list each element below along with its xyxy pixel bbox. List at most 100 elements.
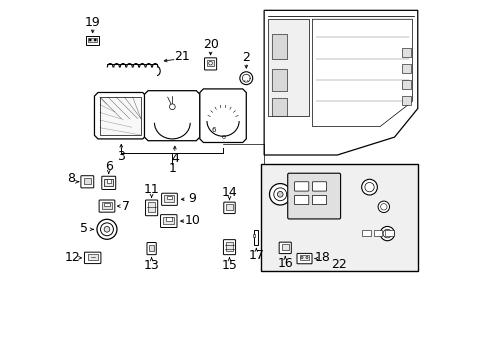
Circle shape bbox=[97, 219, 117, 239]
Bar bbox=[226, 204, 232, 210]
Bar bbox=[362, 230, 370, 236]
Circle shape bbox=[382, 229, 391, 238]
Polygon shape bbox=[100, 97, 141, 135]
FancyBboxPatch shape bbox=[102, 176, 116, 189]
FancyBboxPatch shape bbox=[204, 58, 216, 70]
Text: 0: 0 bbox=[221, 135, 224, 140]
Text: 6: 6 bbox=[211, 127, 216, 133]
Bar bbox=[104, 203, 109, 206]
FancyBboxPatch shape bbox=[312, 182, 326, 191]
Bar bbox=[106, 179, 111, 183]
Circle shape bbox=[89, 39, 91, 41]
Bar bbox=[254, 230, 258, 245]
Bar bbox=[272, 33, 286, 59]
FancyBboxPatch shape bbox=[162, 193, 177, 205]
Text: 1: 1 bbox=[168, 162, 176, 175]
FancyBboxPatch shape bbox=[279, 242, 291, 253]
FancyBboxPatch shape bbox=[160, 215, 177, 228]
Text: 7: 7 bbox=[122, 199, 130, 212]
Text: 14: 14 bbox=[221, 186, 237, 199]
Bar bbox=[272, 69, 286, 91]
Bar bbox=[401, 96, 410, 105]
Text: 10: 10 bbox=[184, 213, 200, 226]
Bar bbox=[163, 217, 174, 224]
Circle shape bbox=[305, 256, 307, 258]
Text: 8: 8 bbox=[67, 172, 75, 185]
Polygon shape bbox=[267, 19, 308, 116]
Text: 12: 12 bbox=[64, 251, 80, 264]
Bar bbox=[401, 48, 410, 57]
FancyBboxPatch shape bbox=[147, 243, 156, 255]
Bar bbox=[86, 36, 99, 45]
Bar bbox=[88, 38, 97, 42]
Text: 22: 22 bbox=[330, 258, 346, 271]
Circle shape bbox=[364, 183, 373, 192]
Bar bbox=[148, 202, 155, 212]
Bar bbox=[164, 195, 174, 202]
FancyBboxPatch shape bbox=[296, 253, 311, 264]
Circle shape bbox=[169, 104, 175, 110]
Polygon shape bbox=[94, 93, 146, 139]
Circle shape bbox=[269, 184, 290, 205]
Text: 13: 13 bbox=[143, 258, 159, 271]
Bar bbox=[83, 178, 91, 184]
Bar bbox=[385, 230, 393, 236]
FancyBboxPatch shape bbox=[224, 202, 235, 213]
Text: 6: 6 bbox=[104, 160, 112, 173]
Circle shape bbox=[242, 74, 250, 82]
FancyBboxPatch shape bbox=[145, 200, 157, 216]
Bar bbox=[401, 80, 410, 89]
Bar bbox=[104, 179, 113, 186]
Text: 19: 19 bbox=[84, 15, 101, 28]
FancyBboxPatch shape bbox=[294, 182, 308, 191]
Bar bbox=[87, 254, 98, 260]
Circle shape bbox=[240, 72, 252, 85]
Text: 3: 3 bbox=[117, 150, 125, 163]
FancyBboxPatch shape bbox=[99, 200, 115, 212]
Text: 20: 20 bbox=[202, 39, 218, 51]
Circle shape bbox=[361, 179, 377, 195]
Circle shape bbox=[300, 256, 303, 258]
FancyBboxPatch shape bbox=[287, 173, 340, 219]
Bar bbox=[260, 164, 417, 271]
Polygon shape bbox=[144, 91, 200, 141]
Bar bbox=[149, 245, 154, 251]
FancyBboxPatch shape bbox=[84, 252, 101, 264]
Text: 4: 4 bbox=[170, 152, 179, 165]
Bar bbox=[165, 217, 172, 221]
Bar bbox=[253, 234, 254, 237]
Polygon shape bbox=[200, 89, 246, 143]
Circle shape bbox=[104, 226, 110, 232]
Bar bbox=[299, 255, 308, 260]
FancyBboxPatch shape bbox=[294, 195, 308, 204]
Text: 9: 9 bbox=[188, 192, 196, 205]
Polygon shape bbox=[264, 10, 417, 155]
Circle shape bbox=[94, 39, 96, 41]
Text: 5: 5 bbox=[81, 222, 88, 235]
Bar bbox=[401, 64, 410, 73]
Bar bbox=[272, 98, 286, 116]
FancyBboxPatch shape bbox=[81, 176, 94, 188]
Polygon shape bbox=[312, 19, 411, 126]
Text: 2: 2 bbox=[242, 51, 250, 64]
Bar bbox=[102, 202, 112, 208]
Bar bbox=[225, 242, 233, 251]
Text: 17: 17 bbox=[248, 249, 264, 262]
Bar bbox=[207, 60, 213, 66]
Circle shape bbox=[380, 203, 386, 210]
FancyBboxPatch shape bbox=[223, 240, 235, 255]
Circle shape bbox=[208, 62, 212, 65]
Text: 11: 11 bbox=[143, 183, 159, 196]
Text: 16: 16 bbox=[277, 257, 292, 270]
Circle shape bbox=[101, 223, 113, 236]
Circle shape bbox=[277, 192, 283, 197]
Circle shape bbox=[377, 201, 389, 212]
Bar bbox=[281, 244, 288, 250]
Bar bbox=[373, 230, 382, 236]
Circle shape bbox=[273, 188, 286, 201]
Bar bbox=[166, 196, 172, 199]
Text: 18: 18 bbox=[314, 251, 330, 264]
FancyBboxPatch shape bbox=[312, 195, 326, 204]
Text: 15: 15 bbox=[221, 258, 237, 271]
Text: 21: 21 bbox=[174, 50, 189, 63]
